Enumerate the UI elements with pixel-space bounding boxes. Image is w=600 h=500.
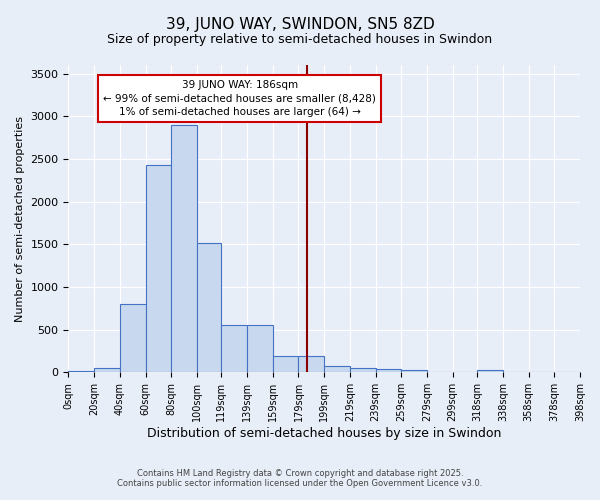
Bar <box>273 356 298 372</box>
Bar <box>401 370 427 372</box>
Bar <box>197 242 221 372</box>
Bar <box>247 326 273 372</box>
Text: Size of property relative to semi-detached houses in Swindon: Size of property relative to semi-detach… <box>107 32 493 46</box>
Text: 39, JUNO WAY, SWINDON, SN5 8ZD: 39, JUNO WAY, SWINDON, SN5 8ZD <box>166 18 434 32</box>
Bar <box>376 370 401 372</box>
Text: 39 JUNO WAY: 186sqm
← 99% of semi-detached houses are smaller (8,428)
1% of semi: 39 JUNO WAY: 186sqm ← 99% of semi-detach… <box>103 80 376 117</box>
Bar <box>146 165 171 372</box>
Bar <box>94 368 120 372</box>
Bar <box>298 356 324 372</box>
Bar <box>350 368 376 372</box>
Y-axis label: Number of semi-detached properties: Number of semi-detached properties <box>15 116 25 322</box>
Bar <box>171 125 197 372</box>
X-axis label: Distribution of semi-detached houses by size in Swindon: Distribution of semi-detached houses by … <box>147 427 502 440</box>
Bar <box>477 370 503 372</box>
Text: Contains HM Land Registry data © Crown copyright and database right 2025.: Contains HM Land Registry data © Crown c… <box>137 468 463 477</box>
Text: Contains public sector information licensed under the Open Government Licence v3: Contains public sector information licen… <box>118 478 482 488</box>
Bar <box>324 366 350 372</box>
Bar <box>68 370 94 372</box>
Bar <box>120 304 146 372</box>
Bar <box>221 326 247 372</box>
